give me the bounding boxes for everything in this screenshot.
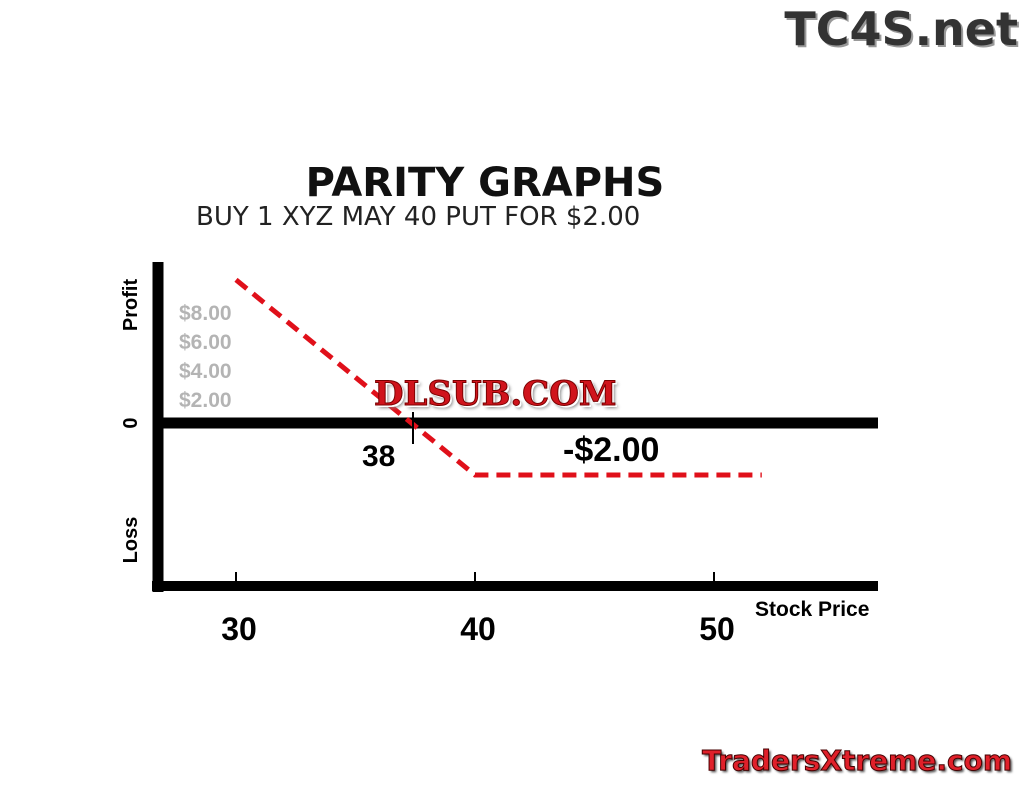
watermark-dlsub: DLSUB.COM [373,374,617,415]
y-tick-label: $2.00 [179,389,232,412]
max-loss-label: -$2.00 [563,431,659,469]
y-label-zero: 0 [120,417,142,428]
y-label-profit: Profit [120,279,142,332]
y-tick-label: $4.00 [179,360,232,383]
x-tick-label: 50 [699,611,735,647]
breakeven-label: 38 [362,440,395,473]
x-axis-label: Stock Price [755,598,869,621]
y-label-loss: Loss [120,517,142,564]
y-tick-label: $6.00 [179,331,232,354]
y-tick-label: $8.00 [179,302,232,325]
watermark-tc4s: TC4S.net [784,2,1018,56]
chart-title: PARITY GRAPHS [305,160,665,206]
x-tick-label: 30 [221,611,257,647]
watermark-tradersxtreme: TradersXtreme.com [702,744,1013,778]
payoff-line [234,277,762,478]
x-tick-label: 40 [460,611,496,647]
chart-subtitle: BUY 1 XYZ MAY 40 PUT FOR $2.00 [196,202,641,232]
